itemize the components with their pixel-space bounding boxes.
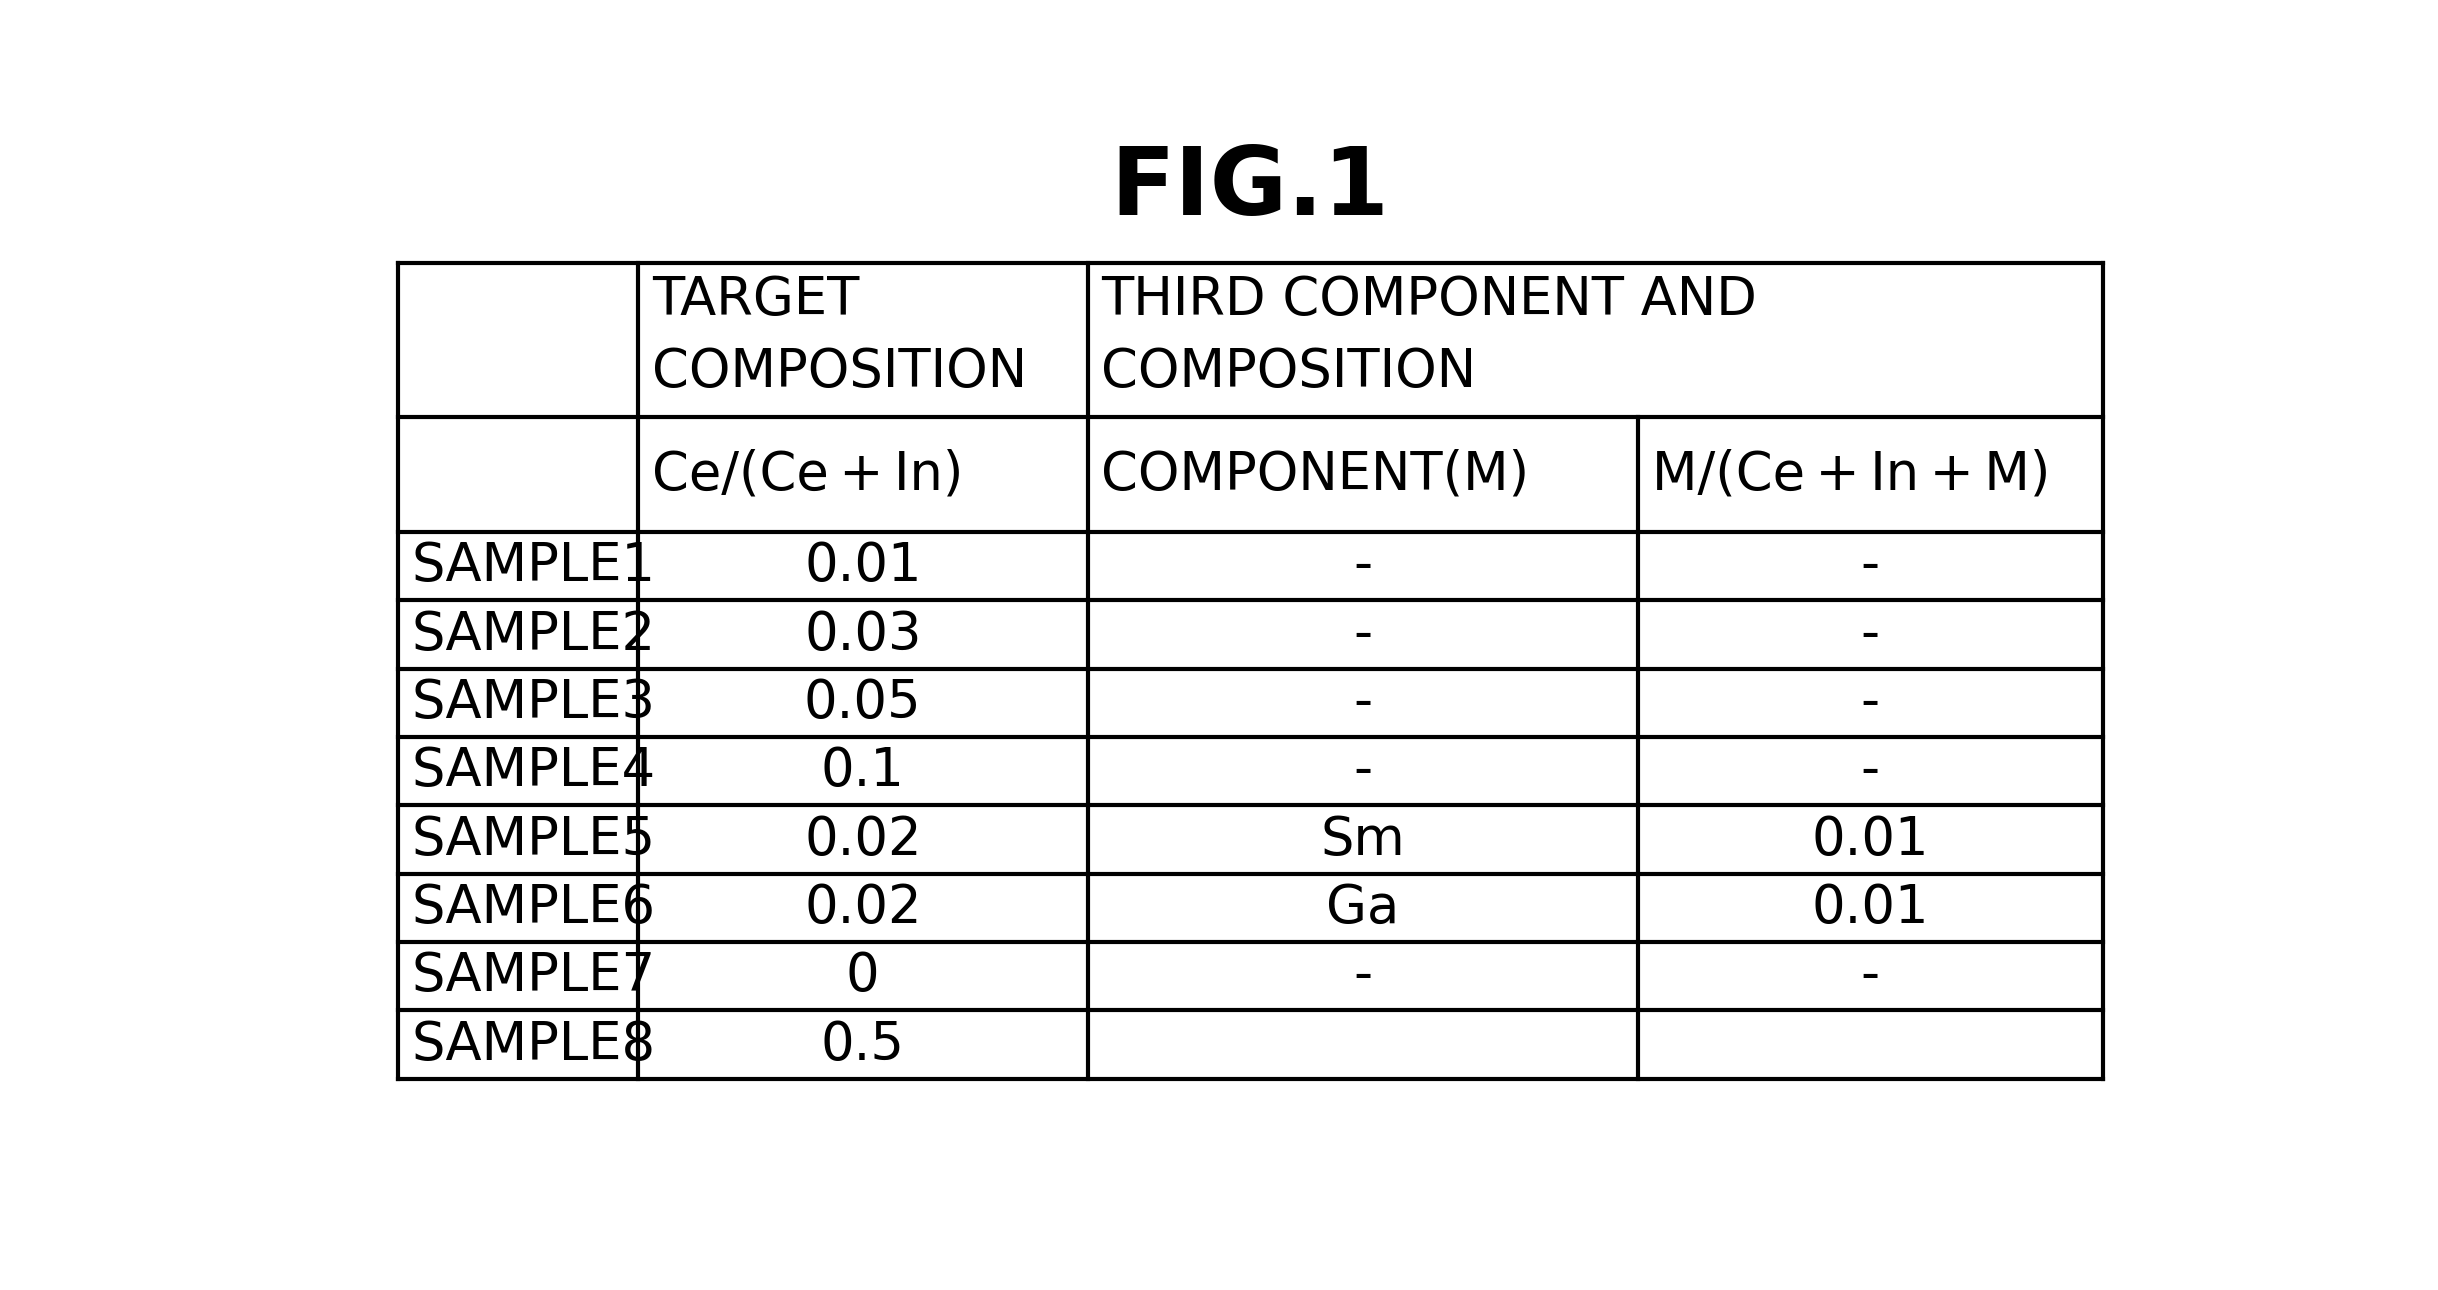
Text: 0.03: 0.03 xyxy=(805,609,922,660)
Text: 0.1: 0.1 xyxy=(822,746,904,797)
Text: -: - xyxy=(1860,677,1880,729)
Text: SAMPLE3: SAMPLE3 xyxy=(412,677,656,729)
Text: 0.5: 0.5 xyxy=(822,1019,904,1071)
Text: SAMPLE2: SAMPLE2 xyxy=(412,609,656,660)
Text: SAMPLE8: SAMPLE8 xyxy=(412,1019,656,1071)
Text: COMPOSITION: COMPOSITION xyxy=(1102,346,1477,397)
Text: 0: 0 xyxy=(846,951,880,1002)
Text: Ga: Ga xyxy=(1326,882,1399,934)
Text: TARGET: TARGET xyxy=(651,273,858,325)
Text: THIRD COMPONENT AND: THIRD COMPONENT AND xyxy=(1102,273,1758,325)
Text: M/(Ce + In + M): M/(Ce + In + M) xyxy=(1651,449,2050,501)
Text: -: - xyxy=(1860,541,1880,592)
Text: -: - xyxy=(1353,746,1373,797)
Text: -: - xyxy=(1353,609,1373,660)
Text: SAMPLE4: SAMPLE4 xyxy=(412,746,656,797)
Text: SAMPLE1: SAMPLE1 xyxy=(412,541,656,592)
Text: Ce/(Ce + In): Ce/(Ce + In) xyxy=(651,449,963,501)
Text: 0.01: 0.01 xyxy=(1811,814,1928,866)
Text: 0.05: 0.05 xyxy=(805,677,922,729)
Text: -: - xyxy=(1353,541,1373,592)
Text: 0.02: 0.02 xyxy=(805,882,922,934)
Text: -: - xyxy=(1353,677,1373,729)
Text: -: - xyxy=(1860,746,1880,797)
Text: SAMPLE7: SAMPLE7 xyxy=(412,951,656,1002)
Text: SAMPLE5: SAMPLE5 xyxy=(412,814,656,866)
Text: 0.02: 0.02 xyxy=(805,814,922,866)
Text: COMPONENT(M): COMPONENT(M) xyxy=(1102,449,1529,501)
Text: -: - xyxy=(1860,609,1880,660)
Text: COMPOSITION: COMPOSITION xyxy=(651,346,1026,397)
Text: Sm: Sm xyxy=(1321,814,1404,866)
Text: 0.01: 0.01 xyxy=(1811,882,1928,934)
Text: SAMPLE6: SAMPLE6 xyxy=(412,882,656,934)
Text: 0.01: 0.01 xyxy=(805,541,922,592)
Text: FIG.1: FIG.1 xyxy=(1109,143,1390,236)
Text: -: - xyxy=(1860,951,1880,1002)
Text: -: - xyxy=(1353,951,1373,1002)
